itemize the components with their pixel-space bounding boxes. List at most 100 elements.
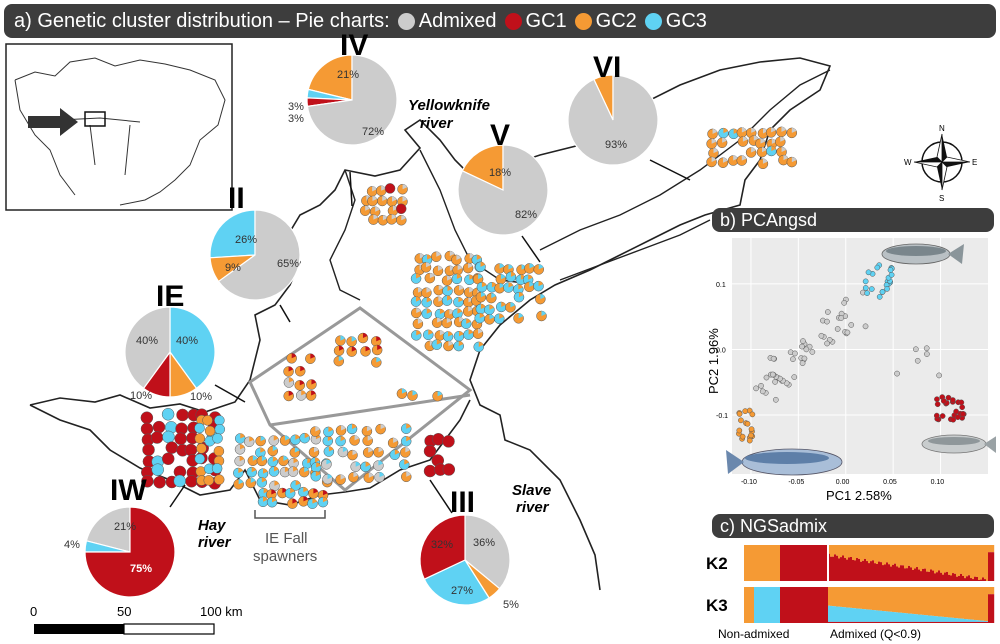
sample-dot — [423, 329, 434, 341]
sample-dot — [246, 466, 257, 478]
k3-bar-gc3 — [878, 610, 881, 622]
pca-point — [954, 414, 961, 420]
k3-bar-gc3 — [902, 612, 905, 622]
k2-bar-gc1 — [980, 579, 983, 581]
k3-bar-gc2 — [966, 587, 969, 620]
sample-dot — [266, 496, 278, 508]
yellowknife-label-1: Yellowknife — [408, 97, 490, 114]
k2-bar-gc2 — [932, 545, 935, 571]
k3-bar-gc3 — [922, 614, 925, 622]
k2-bar-gc2 — [942, 545, 945, 575]
pie-v-label-gc2: 18% — [489, 167, 511, 179]
sample-dot — [472, 328, 484, 339]
k3-bar-gc2 — [896, 587, 899, 613]
k2-bar-gc1 — [944, 572, 947, 581]
k2-bar-gc2 — [746, 545, 749, 581]
k2-bar-gc1 — [950, 575, 953, 581]
sample-dot — [736, 155, 748, 166]
sample-dot — [298, 486, 309, 498]
k2-bars — [744, 543, 995, 625]
k3-bar-gc3 — [928, 615, 931, 622]
leader-ii — [279, 304, 291, 323]
pca-point — [912, 346, 919, 353]
k3-bar-gc1 — [898, 621, 901, 623]
k3-bar-gc1 — [910, 621, 913, 623]
k3-bar-gc2 — [860, 587, 863, 609]
sample-dot — [290, 434, 301, 446]
k3-bar-gc2 — [894, 587, 897, 613]
sample-dot — [536, 310, 547, 322]
k3-bar-gc3 — [952, 617, 955, 622]
k3-bar-gc1 — [834, 621, 837, 623]
k3-bar-gc2 — [992, 587, 995, 595]
sample-dot — [384, 183, 396, 194]
k3-bar-gc1 — [812, 587, 815, 623]
k3-bar-gc1 — [966, 621, 969, 623]
k3-bar-gc1 — [830, 621, 833, 623]
k3-bar-gc1 — [930, 621, 933, 623]
pie-vi-slice-admixed — [567, 74, 659, 166]
sample-dot — [184, 443, 198, 457]
k2-bar-gc2 — [902, 545, 905, 566]
sample-dot — [473, 341, 484, 353]
sample-dot — [503, 282, 514, 293]
k3-bar-gc3 — [778, 587, 781, 623]
k3-bar-gc2 — [868, 587, 871, 610]
sample-dot — [411, 330, 422, 341]
k3-bar-gc3 — [854, 608, 857, 622]
k3-bar-gc1 — [956, 621, 959, 623]
k3-bar-gc3 — [838, 606, 841, 622]
k3-bar-gc3 — [916, 614, 919, 622]
k3-bar-gc1 — [848, 621, 851, 623]
k3-bar-gc3 — [876, 610, 879, 622]
sample-dot — [196, 443, 207, 454]
k2-bar-gc1 — [968, 575, 971, 581]
k3-bar-gc1 — [894, 621, 897, 623]
k3-bar-gc1 — [804, 587, 807, 623]
sample-dot — [706, 156, 717, 168]
k3-bar-gc1 — [786, 587, 789, 623]
sample-dot — [443, 340, 454, 352]
sample-dot — [333, 355, 345, 367]
k3-bar-gc1 — [972, 621, 975, 623]
k2-bar-gc2 — [894, 545, 897, 564]
sample-dot — [766, 145, 777, 157]
pca-point — [770, 355, 777, 362]
pie-iw-label-admixed: 21% — [114, 521, 136, 533]
k2-bar-gc2 — [856, 545, 859, 558]
k3-bar-gc3 — [862, 609, 865, 622]
sample-dot — [247, 455, 259, 467]
k3-bar-gc2 — [892, 587, 895, 612]
sample-dot — [151, 463, 164, 476]
k2-bar-gc2 — [844, 545, 847, 558]
pca-title-bar: b) PCAngsd — [712, 208, 994, 232]
k3-bar-gc3 — [774, 587, 777, 623]
sample-dot — [371, 344, 383, 356]
k2-bar-gc2 — [778, 545, 781, 581]
k3-bar-gc1 — [800, 587, 803, 623]
pca-ylabel: PC2 1.96% — [706, 328, 721, 394]
k2-bar-gc2 — [900, 545, 903, 566]
k3-bar-gc3 — [872, 610, 875, 622]
k2-bar-gc2 — [858, 545, 861, 559]
sample-dot — [366, 186, 378, 197]
sample-dot — [433, 284, 444, 296]
sample-dot — [410, 273, 422, 284]
k3-bar-gc2 — [830, 587, 833, 606]
sample-dot — [420, 262, 432, 273]
pie-iw-slice-admixed — [85, 506, 131, 553]
k2-bar-gc2 — [752, 545, 755, 581]
k3-bar-gc1 — [918, 621, 921, 623]
pie-ie-label-gc2: 10% — [190, 391, 212, 403]
k3-bar-gc2 — [944, 587, 947, 618]
k2-bar-gc1 — [792, 545, 795, 581]
k2-bar-gc1 — [874, 563, 877, 581]
sample-dot — [161, 452, 175, 465]
k2-bar-gc1 — [786, 545, 789, 581]
sample-dot — [322, 435, 334, 447]
sample-dot — [453, 296, 464, 308]
scale-hundred: 100 km — [200, 604, 243, 619]
pca-ytick: 0.1 — [716, 282, 726, 289]
k2-bar-gc2 — [922, 545, 925, 569]
k3-bar-gc3 — [984, 620, 987, 622]
